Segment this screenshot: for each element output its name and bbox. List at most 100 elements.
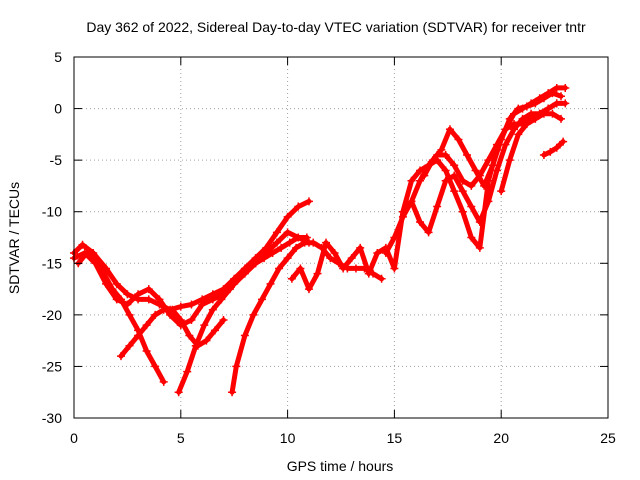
data-point-marker [116, 295, 125, 304]
data-point-marker [240, 331, 249, 340]
x-tick-label: 0 [70, 430, 78, 446]
series-trace-12 [539, 137, 568, 159]
data-point-marker [78, 240, 87, 249]
series-trace-5 [174, 233, 311, 397]
data-point-marker [356, 243, 365, 252]
data-point-marker [416, 166, 425, 175]
data-point-marker [249, 310, 258, 319]
x-tick-label: 20 [493, 430, 509, 446]
data-point-marker [522, 120, 531, 129]
x-tick-label: 10 [280, 430, 296, 446]
data-point-marker [407, 197, 416, 206]
data-point-marker [151, 310, 160, 319]
data-point-marker [552, 83, 561, 92]
y-tick-label: -15 [42, 255, 62, 271]
y-tick-label: 5 [54, 49, 62, 65]
data-point-marker [292, 243, 301, 252]
data-point-marker [304, 285, 313, 294]
data-point-marker [277, 243, 286, 252]
data-point-marker [243, 264, 252, 273]
data-point-marker [416, 218, 425, 227]
data-point-marker [183, 367, 192, 376]
x-tick-labels: 0 5 10 15 20 25 [70, 430, 616, 446]
series-trace-11 [497, 109, 566, 196]
data-point-marker [458, 187, 467, 196]
data-point-marker [202, 336, 211, 345]
data-point-marker [548, 109, 557, 118]
data-point-marker [198, 300, 207, 309]
data-point-marker [505, 114, 514, 123]
data-point-marker [283, 254, 292, 263]
x-tick-label: 5 [177, 430, 185, 446]
data-point-marker [339, 264, 348, 273]
data-point-marker [285, 238, 294, 247]
data-point-marker [134, 331, 143, 340]
data-point-marker [134, 290, 143, 299]
data-point-marker [234, 274, 243, 283]
data-point-marker [142, 346, 151, 355]
data-point-marker [272, 228, 281, 237]
data-point-marker [561, 83, 570, 92]
data-point-marker [514, 130, 523, 139]
y-tick-label: -20 [42, 307, 62, 323]
series-group [70, 83, 570, 397]
data-point-marker [561, 99, 570, 108]
data-point-marker [187, 316, 196, 325]
data-point-marker [407, 176, 416, 185]
data-point-marker [390, 233, 399, 242]
data-point-marker [313, 269, 322, 278]
x-tick-label: 25 [600, 430, 616, 446]
data-point-marker [294, 202, 303, 211]
data-point-marker [398, 212, 407, 221]
data-point-marker [112, 279, 121, 288]
data-point-marker [505, 156, 514, 165]
data-point-marker [463, 150, 472, 159]
data-point-marker [441, 150, 450, 159]
data-point-marker [527, 109, 536, 118]
data-point-marker [257, 295, 266, 304]
data-point-marker [268, 248, 277, 257]
data-point-marker [467, 181, 476, 190]
data-point-marker [159, 377, 168, 386]
data-point-marker [294, 233, 303, 242]
data-point-marker [557, 114, 566, 123]
data-point-marker [546, 147, 555, 156]
series-line [541, 139, 566, 158]
data-point-marker [272, 238, 281, 247]
data-point-marker [125, 341, 134, 350]
data-point-marker [484, 197, 493, 206]
data-point-marker [326, 254, 335, 263]
data-point-marker [219, 316, 228, 325]
data-point-marker [351, 264, 360, 273]
data-point-marker [144, 285, 153, 294]
data-point-marker [364, 269, 373, 278]
data-point-marker [142, 321, 151, 330]
data-point-marker [283, 228, 292, 237]
data-point-marker [123, 290, 132, 299]
data-point-marker [559, 137, 568, 146]
plot-frame [73, 56, 609, 419]
series-trace-3 [74, 248, 168, 386]
data-point-marker [251, 259, 260, 268]
data-point-marker [208, 295, 217, 304]
data-point-marker [322, 238, 331, 247]
data-point-marker [108, 285, 117, 294]
data-point-marker [420, 171, 429, 180]
series-trace-8 [381, 99, 561, 257]
data-point-marker [416, 176, 425, 185]
y-tick-label: 0 [54, 101, 62, 117]
data-point-marker [531, 99, 540, 108]
data-point-marker [347, 254, 356, 263]
data-point-marker [458, 176, 467, 185]
data-point-marker [260, 254, 269, 263]
y-tick-label: -30 [42, 410, 62, 426]
data-point-marker [191, 341, 200, 350]
data-point-marker [441, 166, 450, 175]
data-point-marker [548, 89, 557, 98]
data-point-marker [283, 212, 292, 221]
data-point-marker [377, 274, 386, 283]
y-axis-title: SDTVAR / TECUs [6, 182, 22, 294]
data-point-marker [539, 150, 548, 159]
data-point-marker [228, 388, 237, 397]
